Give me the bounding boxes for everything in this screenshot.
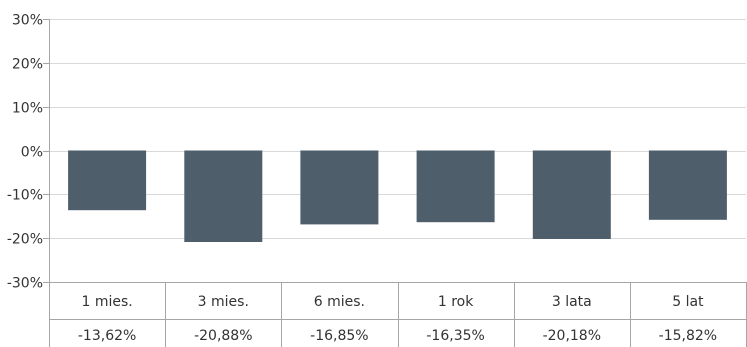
bars <box>68 150 727 242</box>
axes <box>43 19 747 347</box>
value-label: -13,62% <box>78 328 136 344</box>
bar <box>648 150 727 220</box>
y-tick-label: -10% <box>7 188 43 204</box>
y-tick-label: 30% <box>12 13 43 29</box>
value-label: -20,88% <box>194 328 252 344</box>
y-tick-label: 20% <box>12 57 43 73</box>
bar <box>184 150 263 242</box>
bar <box>532 150 611 239</box>
bar <box>68 150 147 211</box>
y-tick-label: -20% <box>7 232 43 248</box>
value-label: -16,35% <box>426 328 484 344</box>
category-label: 3 lata <box>552 294 592 310</box>
gridlines <box>49 19 746 239</box>
y-tick-label: 10% <box>12 101 43 117</box>
category-label: 1 mies. <box>81 294 132 310</box>
category-label: 6 mies. <box>314 294 365 310</box>
y-tick-label: 0% <box>21 145 43 161</box>
value-label: -16,85% <box>310 328 368 344</box>
category-label: 5 lat <box>672 294 704 310</box>
category-label: 1 rok <box>438 294 474 310</box>
bar <box>416 150 495 223</box>
labels: 30% 20% 10% 0% -10% -20% -30% 1 mies. -13,62% 3 m… <box>7 13 717 345</box>
category-label: 3 mies. <box>198 294 249 310</box>
y-tick-label: -30% <box>7 276 43 292</box>
value-label: -15,82% <box>659 328 717 344</box>
value-label: -20,18% <box>543 328 601 344</box>
bar <box>300 150 379 225</box>
